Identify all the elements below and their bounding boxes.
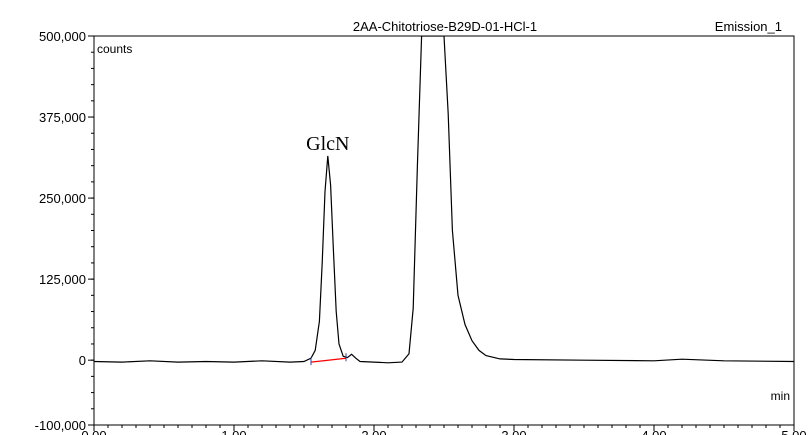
annotation-layer: GlcN <box>306 133 349 155</box>
x-tick-label: 0.00 <box>81 428 106 435</box>
y-tick-label: 125,000 <box>39 272 86 287</box>
integration-baseline <box>310 357 347 363</box>
plot-frame <box>93 35 795 426</box>
chart-title: 2AA-Chitotriose-B29D-01-HCl-1 <box>353 19 537 34</box>
x-tick-label: 5.00 <box>781 428 806 435</box>
channel-label: Emission_1 <box>715 19 782 34</box>
y-tick-label: 0 <box>79 353 86 368</box>
x-tick-label: 2.00 <box>361 428 386 435</box>
y-tick-label: -100,000 <box>35 418 86 433</box>
chromatogram-trace <box>94 36 794 364</box>
y-tick-label: 500,000 <box>39 29 86 44</box>
x-tick-label: 1.00 <box>221 428 246 435</box>
x-axis-unit-label: min <box>771 389 790 403</box>
x-tick-label: 3.00 <box>501 428 526 435</box>
axes: -100,000 0 125,000 250,000 375,000 500,000 0.0… <box>35 29 807 435</box>
peak-label: GlcN <box>306 133 349 155</box>
y-tick-label: 375,000 <box>39 110 86 125</box>
y-axis-unit-label: counts <box>97 42 132 56</box>
series-layer <box>94 36 794 366</box>
y-tick-label: 250,000 <box>39 191 86 206</box>
x-tick-label: 4.00 <box>641 428 666 435</box>
